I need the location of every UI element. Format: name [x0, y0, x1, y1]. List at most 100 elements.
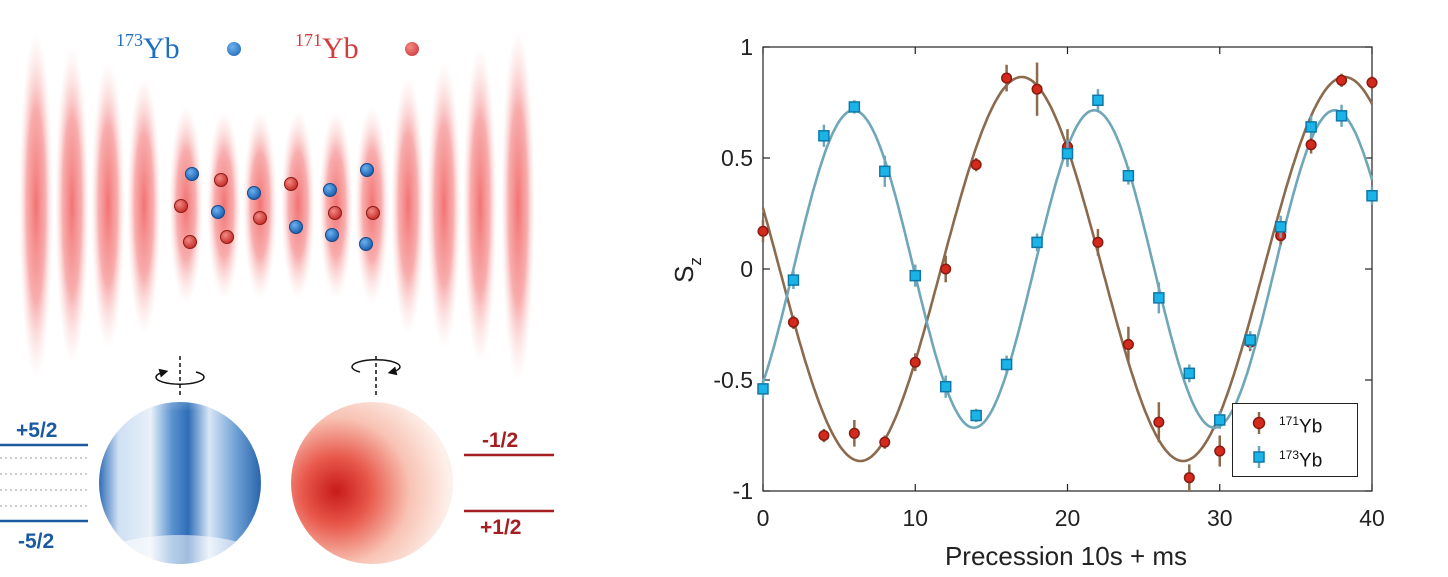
lattice-beam: [319, 110, 353, 300]
legend-171-mass: 171: [1279, 414, 1300, 428]
legend-item-173yb: 173Yb: [1233, 442, 1359, 472]
data-point-173yb: [1366, 189, 1378, 202]
data-point-171yb: [1001, 72, 1013, 84]
blue-level-diagram: [0, 443, 88, 523]
isotope-blue-mass: 173: [116, 30, 143, 50]
x-axis-label: Precession 10s + ms: [945, 541, 1187, 571]
atom-171yb: [366, 206, 380, 220]
chart-legend: 171Yb 173Yb: [1232, 403, 1358, 477]
lattice-beam: [91, 60, 125, 350]
level-blue-top: +5/2: [16, 419, 58, 442]
data-point-171yb: [1214, 445, 1226, 457]
lattice-beam: [207, 110, 241, 300]
atom-173yb: [289, 220, 303, 234]
lattice-beam: [463, 45, 497, 365]
level-blue-bottom: -5/2: [18, 530, 55, 553]
atom-171yb: [328, 206, 342, 220]
lattice-beam: [243, 110, 277, 300]
y-axis-label-sub: z: [686, 257, 705, 266]
lattice-beam: [427, 60, 461, 350]
data-point-173yb: [1335, 110, 1348, 122]
data-point-171yb: [1336, 74, 1348, 86]
y-tick-label: -1: [733, 478, 753, 504]
data-point-173yb: [848, 101, 861, 113]
data-point-171yb: [1031, 83, 1043, 95]
y-axis-label-main: S: [669, 266, 699, 283]
y-tick-label: -0.5: [713, 367, 753, 393]
data-point-173yb: [970, 409, 982, 422]
atom-173yb: [247, 186, 261, 200]
atom-173yb: [359, 237, 373, 251]
lattice-beam: [19, 30, 53, 380]
data-point-173yb: [1061, 147, 1074, 160]
data-point-171yb: [1305, 139, 1317, 151]
lattice-beam: [281, 110, 315, 300]
atom-171yb: [253, 211, 267, 225]
isotope-red-mass: 171: [295, 30, 322, 50]
legend-171-symbol: Yb: [1299, 416, 1323, 438]
isotope-label-red: 171Yb: [295, 30, 359, 66]
data-point-171yb: [1366, 76, 1378, 89]
atom-171yb: [284, 177, 298, 191]
data-point-173yb: [757, 383, 769, 395]
atom-171yb: [174, 199, 188, 213]
data-point-173yb: [1092, 94, 1104, 107]
y-tick-label: 1: [740, 34, 753, 60]
atom-173yb: [323, 183, 337, 197]
isotope-blue-symbol: Yb: [143, 32, 180, 65]
lattice-beam: [355, 105, 389, 305]
data-point-171yb: [848, 427, 860, 439]
x-tick-label: 40: [1359, 505, 1385, 531]
lattice-beam: [501, 27, 535, 383]
level-red-bottom: +1/2: [480, 516, 522, 539]
data-point-171yb: [940, 263, 952, 275]
x-tick-label: 0: [757, 505, 770, 531]
legend-square-marker-icon: [1253, 446, 1265, 468]
precession-chart: 0 10 20 30 40 -1 -0.5 0 0.5 1 Precession 10s + ms…: [669, 34, 1385, 571]
data-point-173yb: [909, 269, 921, 282]
atom-173yb: [185, 167, 199, 181]
blue-spin-sphere: [99, 402, 261, 564]
data-point-171yb: [879, 436, 891, 448]
data-point-171yb: [1122, 338, 1134, 351]
data-point-173yb: [1122, 170, 1135, 182]
legend-173-mass: 173: [1279, 448, 1300, 462]
data-point-173yb: [818, 130, 830, 142]
data-point-173yb: [1305, 121, 1317, 133]
lattice-beam: [55, 45, 89, 365]
rotation-axis-red-icon: [351, 356, 401, 398]
data-point-173yb: [1153, 292, 1165, 304]
svg-text:Sz: Sz: [669, 257, 705, 283]
isotope-label-blue: 173Yb: [116, 30, 180, 66]
data-point-171yb: [909, 356, 921, 368]
data-point-173yb: [1244, 334, 1256, 346]
red-atom-legend-dot: [405, 42, 419, 56]
data-point-173yb: [787, 274, 800, 286]
data-point-173yb: [939, 380, 952, 393]
rotation-axis-blue-icon: [155, 356, 205, 398]
optical-lattice-beams: [19, 27, 535, 383]
data-point-173yb: [1031, 236, 1043, 249]
data-point-171yb: [787, 316, 800, 328]
legend-circle-marker-icon: [1252, 412, 1266, 434]
data-point-171yb: [970, 159, 982, 171]
data-point-171yb: [1153, 416, 1165, 428]
x-tick-label: 30: [1207, 505, 1233, 531]
data-point-171yb: [1183, 472, 1195, 484]
atom-173yb: [360, 163, 374, 177]
data-point-173yb: [879, 165, 891, 178]
red-level-diagram: [464, 453, 554, 513]
red-spin-sphere: [291, 402, 453, 564]
atom-171yb: [214, 173, 228, 187]
y-axis-label: Sz: [669, 257, 705, 283]
data-point-173yb: [1000, 358, 1013, 371]
blue-atom-legend-dot: [227, 42, 241, 56]
data-markers: [757, 62, 1378, 491]
data-point-171yb: [1092, 236, 1104, 248]
isotope-red-symbol: Yb: [322, 32, 359, 65]
x-tick-label: 10: [902, 505, 928, 531]
data-point-173yb: [1183, 367, 1196, 380]
x-tick-label: 20: [1055, 505, 1081, 531]
level-red-top: -1/2: [482, 429, 519, 452]
